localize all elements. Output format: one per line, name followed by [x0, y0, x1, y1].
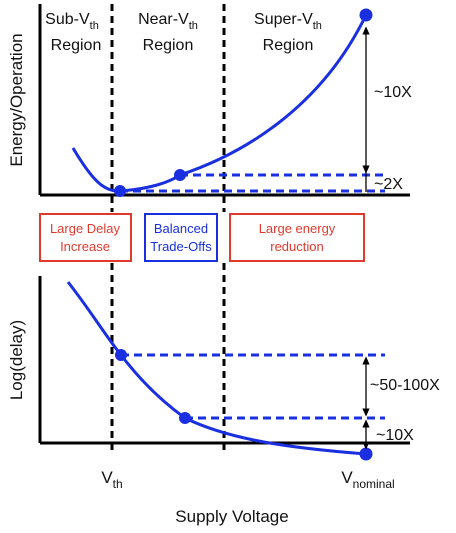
tick-vth: Vth	[101, 468, 122, 491]
box-large-delay-line1: Large Delay	[50, 221, 121, 236]
tick-vnominal: Vnominal	[341, 468, 394, 491]
energy-10x-label: ~10X	[374, 84, 412, 101]
box-balanced-line1: Balanced	[154, 221, 208, 236]
box-large-energy	[229, 213, 365, 262]
box-balanced	[144, 213, 218, 262]
box-large-delay-line2: Increase	[60, 239, 110, 254]
energy-point-nominal	[359, 8, 373, 22]
x-axis-title: Supply Voltage	[175, 507, 288, 526]
region-near-label: Near-Vth	[138, 11, 198, 32]
region-super-label: Super-Vth	[254, 11, 322, 32]
delay-50-100x-label: ~50-100X	[370, 377, 440, 394]
bottom-ylabel: Log(delay)	[7, 320, 26, 400]
delay-10x-label: ~10X	[376, 427, 414, 444]
box-large-delay	[39, 213, 132, 262]
delay-point-nominal	[359, 447, 373, 461]
region-super-label-2: Region	[263, 37, 314, 54]
region-near-label-2: Region	[143, 37, 194, 54]
box-large-energy-line1: Large energy	[259, 221, 336, 236]
energy-2x-label: ~2X	[374, 176, 403, 193]
box-large-energy-line2: reduction	[270, 239, 323, 254]
region-sub-label: Sub-Vth	[45, 11, 99, 32]
region-sub-label-2: Region	[51, 37, 102, 54]
box-balanced-line2: Trade-Offs	[150, 239, 212, 254]
top-ylabel: Energy/Operation	[7, 33, 26, 166]
energy-curve	[71, 14, 368, 193]
delay-curve	[66, 281, 367, 456]
